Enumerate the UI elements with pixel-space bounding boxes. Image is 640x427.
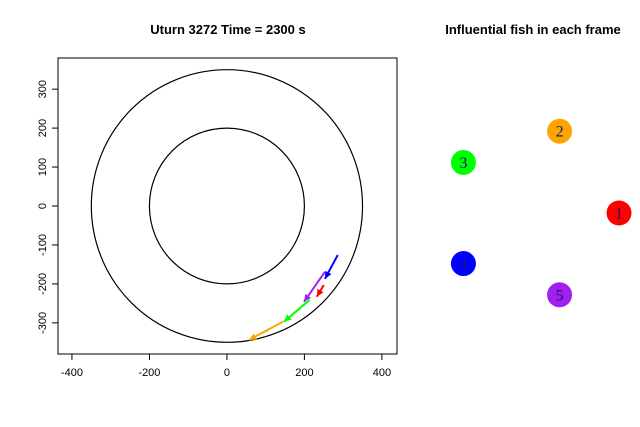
y-tick-label: -200: [37, 273, 49, 295]
fish-arrows: [248, 254, 339, 341]
plot-title: Uturn 3272 Time = 2300 s: [150, 22, 306, 37]
arrow-head: [324, 270, 332, 279]
y-tick-label: 0: [37, 203, 49, 209]
tank-circle: [148, 127, 306, 285]
network-title: Influential fish in each frame: [445, 22, 621, 37]
x-tick-label: -200: [138, 367, 160, 379]
fish-arrow-2: [248, 320, 284, 341]
y-tick-label: 200: [37, 119, 49, 137]
fish-node-5: 5: [547, 282, 573, 308]
y-tick-label: 300: [37, 80, 49, 98]
y-tick-label: 100: [37, 158, 49, 176]
fish-arrow-1: [315, 284, 325, 298]
node-label: 5: [556, 287, 564, 304]
y-tick-label: -300: [37, 312, 49, 334]
arrow-head: [283, 314, 292, 322]
plot-frame: [57, 57, 398, 355]
fish-node-2: 2: [547, 118, 573, 144]
arrow-head: [249, 333, 257, 340]
fish-node-1: 1: [606, 200, 632, 226]
fish-node-3: 3: [450, 149, 476, 175]
tank-circle: [90, 69, 364, 343]
arrow-head: [316, 288, 324, 297]
x-tick-label: 0: [224, 367, 230, 379]
x-tick-label: 400: [373, 367, 391, 379]
fish-arrow-3: [283, 299, 311, 323]
x-tick-label: -400: [61, 367, 83, 379]
x-axis: -400 -200 0 200 400: [61, 353, 391, 379]
y-tick-label: -100: [37, 234, 49, 256]
node-label: 4: [459, 256, 467, 273]
node-label: 3: [459, 155, 467, 172]
node-circle: [450, 251, 476, 277]
arrow-head: [304, 293, 311, 302]
node-label: 2: [556, 124, 564, 141]
fish-node-4: 4: [450, 251, 476, 277]
node-circle: [450, 149, 476, 175]
fish-arrow-5: [303, 271, 326, 303]
node-label: 1: [615, 206, 623, 223]
node-circle: [547, 118, 573, 144]
node-circle: [547, 282, 573, 308]
x-tick-label: 200: [295, 367, 313, 379]
influence-network: 1 2 3 4 5: [450, 118, 632, 308]
node-circle: [606, 200, 632, 226]
tank-circles: [90, 69, 364, 343]
y-axis: -300 -200 -100 0 100 200 300: [37, 80, 59, 334]
fish-arrow-4: [324, 254, 339, 280]
